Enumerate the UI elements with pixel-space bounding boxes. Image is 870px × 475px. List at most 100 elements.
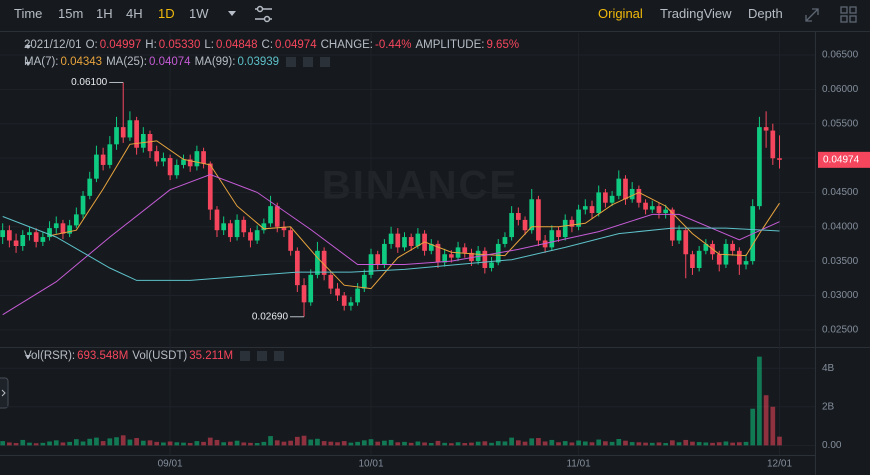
- legend-button[interactable]: [286, 56, 297, 67]
- candle-body: [87, 178, 93, 196]
- legend-button[interactable]: [257, 350, 268, 361]
- view-tab[interactable]: TradingView: [660, 6, 732, 21]
- more-intervals[interactable]: [228, 11, 236, 16]
- volume-bar: [254, 443, 260, 446]
- candle-body: [716, 254, 722, 265]
- legend-button[interactable]: [274, 350, 285, 361]
- ma-name: MA(25):: [106, 56, 147, 68]
- volume-bar: [462, 443, 468, 446]
- volume-bar: [449, 443, 454, 446]
- legend-button[interactable]: [240, 350, 251, 361]
- y-tick-label: 0.02500: [822, 324, 859, 335]
- candle-body: [469, 252, 474, 262]
- volume-bar: [241, 442, 247, 446]
- candle-body: [241, 219, 247, 233]
- candle-body: [522, 219, 528, 231]
- y-tick-label: 0.03500: [822, 256, 859, 267]
- layout-icon[interactable]: [840, 6, 857, 23]
- volume-bar: [60, 442, 66, 446]
- volume-tick-label: 0.00: [822, 440, 842, 451]
- candle-body: [395, 233, 401, 248]
- ma-legend: MA(7): 0.04343 MA(25): 0.04074 MA(99): 0.0393…: [24, 56, 334, 68]
- volume-bar: [750, 408, 756, 446]
- volume-bar: [730, 442, 735, 446]
- legend-button[interactable]: [320, 56, 331, 67]
- volume-bar: [475, 441, 481, 446]
- volume-bar: [710, 442, 715, 446]
- volume-bar: [757, 356, 762, 446]
- candle-body: [268, 206, 273, 224]
- candle-body: [73, 214, 79, 226]
- volume-bar: [415, 441, 421, 446]
- candle-body: [281, 226, 287, 231]
- candle-body: [415, 233, 421, 246]
- volume-bar: [174, 442, 180, 446]
- volume-bar: [20, 439, 26, 446]
- collapse-toggle[interactable]: [25, 62, 31, 66]
- volume-bar: [328, 441, 334, 446]
- legend-value: 0.04974: [275, 39, 317, 51]
- interval-tab[interactable]: 1H: [96, 6, 113, 21]
- interval-tab[interactable]: 1W: [189, 6, 209, 21]
- volume-bar: [221, 442, 227, 446]
- volume-bar: [556, 442, 561, 446]
- collapse-toggle[interactable]: [25, 355, 31, 359]
- candle-body: [603, 192, 608, 203]
- candle-body: [161, 158, 166, 162]
- x-tick-label: 10/01: [358, 459, 383, 470]
- side-toggle[interactable]: [0, 377, 9, 409]
- volume-bar: [268, 436, 273, 446]
- candle-body: [549, 230, 555, 248]
- interval-tab[interactable]: 15m: [58, 6, 84, 21]
- volume-bar: [47, 441, 52, 446]
- candle-body: [201, 151, 206, 164]
- volume-bar: [489, 442, 494, 446]
- candle-body: [147, 134, 153, 152]
- candle-body: [234, 219, 240, 238]
- candle-body: [254, 230, 260, 241]
- candle-body: [562, 219, 568, 238]
- settings-icon[interactable]: [255, 5, 272, 23]
- volume-bar: [187, 443, 193, 446]
- candle-body: [301, 285, 307, 303]
- volume-bar: [428, 443, 434, 446]
- collapse-toggle[interactable]: [25, 45, 31, 49]
- candle-body: [100, 154, 106, 165]
- candle-body: [228, 223, 233, 238]
- legend-label: O:: [85, 39, 98, 51]
- volume-bar: [455, 442, 461, 446]
- interval-tab[interactable]: 1D: [158, 6, 175, 21]
- view-tab[interactable]: Original: [598, 6, 643, 21]
- volume-bar: [536, 438, 541, 446]
- volume-bar: [181, 442, 186, 446]
- y-tick-label: 0.04000: [822, 221, 859, 232]
- volume-bar: [73, 439, 79, 446]
- candle-body: [13, 240, 19, 246]
- volume-bar: [87, 438, 93, 446]
- candle-body: [375, 254, 381, 265]
- view-tab[interactable]: Depth: [748, 6, 783, 21]
- volume-bar: [388, 439, 394, 446]
- fullscreen-icon[interactable]: [805, 8, 819, 22]
- candle-body: [194, 151, 200, 167]
- volume-bar: [53, 440, 59, 446]
- candle-body: [174, 164, 180, 176]
- candle-body: [20, 235, 26, 246]
- candle-body: [114, 127, 119, 145]
- ma-name: MA(99):: [194, 56, 236, 68]
- legend-button[interactable]: [303, 56, 314, 67]
- candle-body: [315, 250, 320, 275]
- candle-body: [556, 230, 561, 238]
- legend-value: 9.65%: [486, 39, 520, 51]
- candle-body: [294, 250, 300, 286]
- ma-value: 0.04343: [60, 56, 103, 68]
- volume-bar: [261, 441, 267, 446]
- annotation-label: 0.06100: [71, 77, 108, 88]
- volume-bar: [13, 443, 19, 446]
- candle-body: [328, 274, 334, 289]
- interval-tab[interactable]: 4H: [126, 6, 143, 21]
- candle-body: [382, 243, 387, 265]
- ma-line: [2, 216, 780, 281]
- candle-body: [629, 188, 635, 200]
- volume-bar: [422, 442, 427, 446]
